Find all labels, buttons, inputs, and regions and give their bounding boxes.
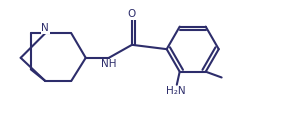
Text: O: O: [128, 9, 136, 19]
Text: NH: NH: [101, 59, 117, 69]
Text: H₂N: H₂N: [166, 86, 185, 96]
Text: N: N: [41, 23, 49, 33]
